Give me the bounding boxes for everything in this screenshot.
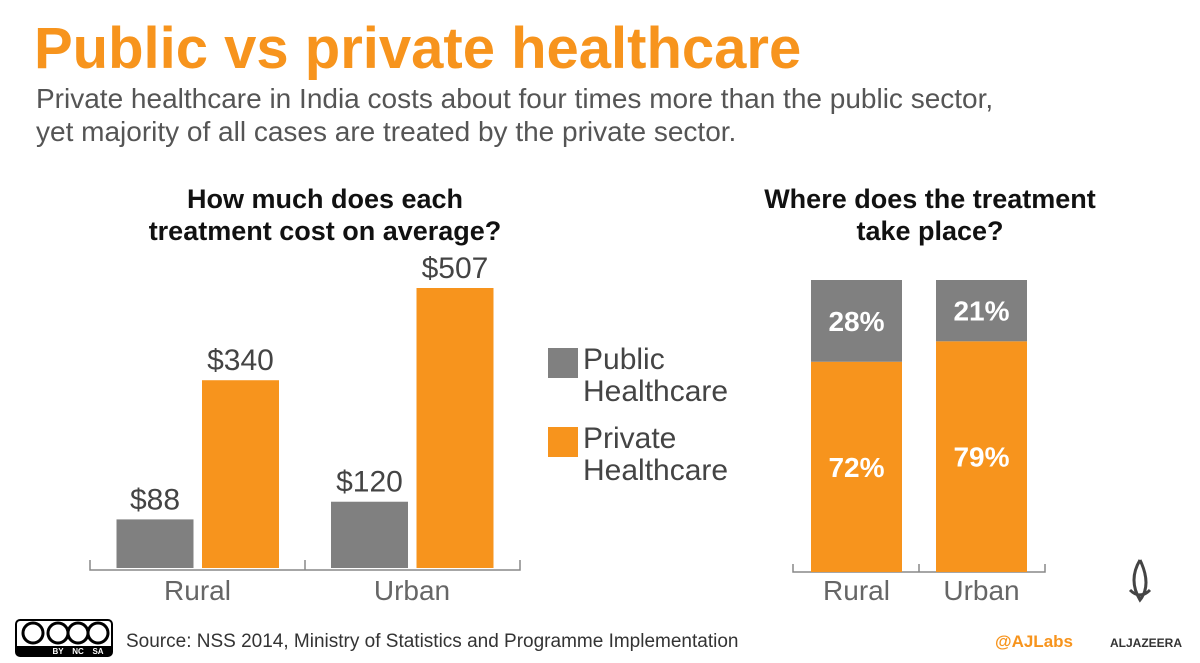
bar-segment: [811, 361, 902, 572]
chart-title: treatment cost on average?: [149, 216, 502, 246]
chart-title: take place?: [856, 216, 1003, 246]
legend-label: Public Healthcare: [583, 343, 729, 408]
subtitle: Private healthcare in India costs about …: [36, 83, 993, 114]
license-icon: BY NC SA: [15, 619, 113, 657]
source: Source: NSS 2014, Ministry of Statistics…: [126, 631, 738, 652]
logo: ALJAZEERA: [1110, 636, 1182, 650]
x-tick-label: Rural: [164, 575, 231, 606]
data-label: 28%: [828, 306, 884, 337]
bar: [116, 519, 194, 568]
data-label: 79%: [953, 442, 1009, 473]
data-label: $120: [336, 466, 403, 499]
axis-line: [89, 560, 521, 571]
bar-segment: [811, 280, 902, 362]
x-tick-label: Urban: [374, 575, 450, 606]
legend-swatch: [548, 427, 578, 457]
legend-label: Private Healthcare: [583, 422, 729, 487]
subtitle: yet majority of all cases are treated by…: [36, 116, 736, 147]
data-label: 72%: [828, 452, 884, 483]
data-label: $88: [130, 483, 180, 516]
license-label: SA: [92, 647, 103, 656]
title: Public vs private healthcare: [34, 16, 801, 81]
bar: [416, 288, 494, 568]
data-label: $340: [207, 344, 274, 377]
logo-mark: [1128, 559, 1152, 603]
bar: [202, 380, 279, 568]
data-label: $507: [422, 252, 489, 285]
bar: [331, 501, 408, 568]
bar-segment: [936, 280, 1027, 342]
license-label: NC: [72, 647, 84, 656]
data-label: 21%: [953, 296, 1009, 327]
chart-title: How much does each: [187, 184, 463, 214]
axis-line: [792, 564, 1046, 573]
license-label: BY: [52, 647, 64, 656]
handle: @AJLabs: [995, 632, 1073, 651]
legend-swatch: [548, 348, 578, 378]
chart-title: Where does the treatment: [764, 184, 1096, 214]
x-tick-label: Rural: [823, 575, 890, 606]
bar-segment: [936, 341, 1027, 572]
x-tick-label: Urban: [943, 575, 1019, 606]
